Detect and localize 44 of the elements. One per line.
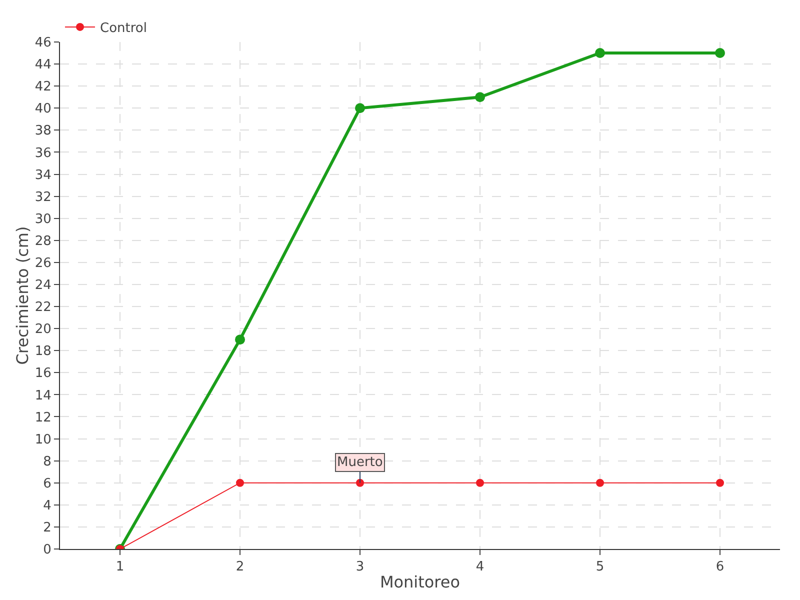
y-tick-label: 34 [34,168,52,183]
x-tick-label: 5 [596,560,604,575]
y-tick-label: 12 [34,410,52,426]
y-tick-label: 28 [34,234,52,249]
y-tick-label: 8 [43,454,52,470]
y-tick-label: 18 [34,344,52,360]
x-tick-label: 3 [356,560,364,575]
point [595,48,605,58]
y-tick-label: 30 [34,212,52,227]
x-tick-label: 2 [236,560,244,575]
y-tick-label: 20 [34,322,52,338]
y-tick-label: 4 [43,498,52,514]
point [596,478,604,487]
y-axis-title: Crecimiento (cm) [12,226,32,365]
point [355,103,365,114]
point [716,478,724,487]
annotation: Muerto [337,455,383,470]
y-tick-label: 36 [34,146,52,161]
y-tick-label: 6 [43,476,52,492]
y-tick-label: 42 [34,80,52,95]
y-tick-label: 44 [34,58,52,73]
y-tick-label: 46 [34,36,52,51]
y-tick-label: 40 [34,102,52,117]
x-tick-label: 1 [116,560,124,575]
point [476,478,484,487]
y-tick-label: 26 [34,256,52,271]
y-tick-label: 16 [34,366,52,382]
y-tick-label: 24 [34,278,52,294]
y-tick-label: 22 [34,300,52,316]
point [475,92,485,102]
y-tick-label: 2 [43,520,52,536]
point [356,478,364,487]
point [236,478,244,487]
y-tick-label: 32 [34,190,52,205]
y-tick-label: 14 [34,388,52,404]
y-tick-label: 0 [43,542,52,558]
point [715,48,725,58]
point [235,334,245,345]
x-axis-title: Monitoreo [380,572,460,592]
x-tick-label: 6 [716,560,724,575]
x-tick-label: 4 [476,560,484,575]
y-tick-label: 38 [34,124,52,139]
legend-label: Control [100,21,147,36]
y-tick-label: 10 [34,432,52,448]
